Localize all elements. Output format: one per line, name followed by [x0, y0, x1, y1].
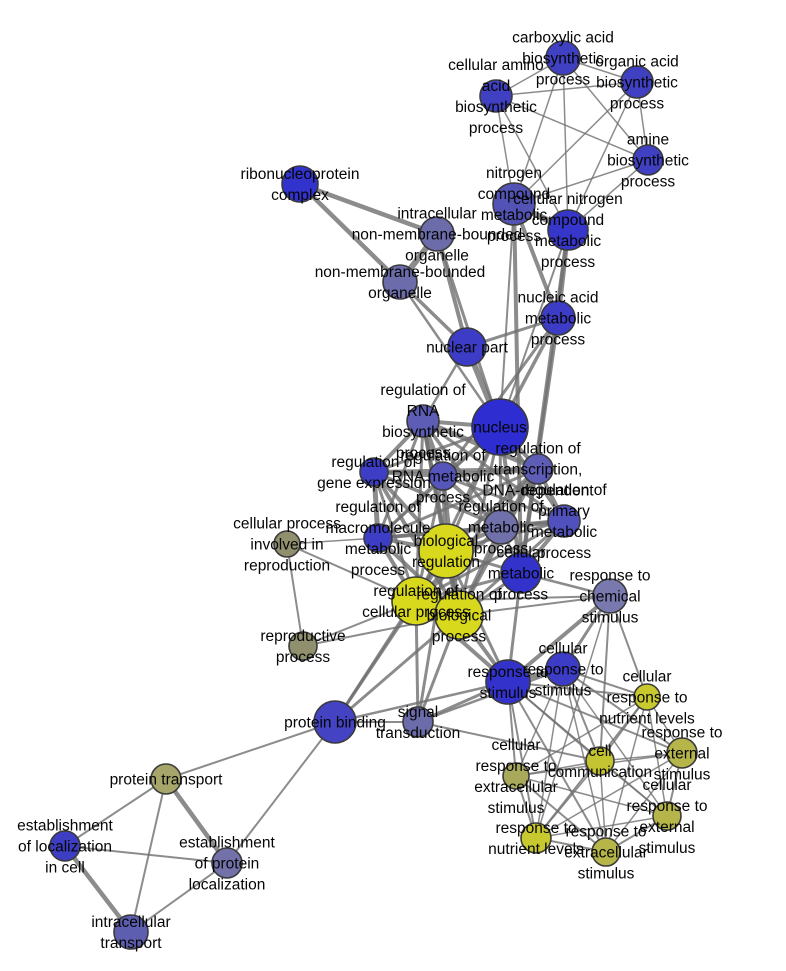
node-regbioproc[interactable] — [434, 590, 484, 640]
edge-carboxylic-nitrogen — [513, 57, 564, 205]
edge-cellrespnutr-respextra — [605, 696, 648, 853]
edge-regrnabio-regcellproc — [414, 419, 425, 603]
edge-ribo-intranmb — [297, 181, 440, 237]
edge-carboxylic-cellnitrogen — [562, 57, 569, 231]
node-sigtrans[interactable] — [402, 706, 434, 738]
node-cellrespstim[interactable] — [545, 651, 581, 687]
edge-amino-organic — [495, 81, 638, 97]
edge-regrnabio-regmacro — [376, 419, 425, 540]
node-bioreg[interactable] — [418, 523, 474, 579]
node-cellcomm[interactable] — [585, 746, 615, 776]
edge-reproinv-reproproc — [286, 543, 304, 647]
node-carboxylic[interactable] — [545, 40, 581, 76]
node-cellnitrogen[interactable] — [547, 209, 589, 251]
node-nucleus[interactable] — [471, 398, 529, 456]
node-nuclearpart[interactable] — [447, 327, 487, 367]
node-ribo[interactable] — [281, 165, 319, 203]
node-regrnabio[interactable] — [406, 404, 440, 438]
edge-cellcomm-respextra — [599, 760, 607, 853]
node-regmacro[interactable] — [363, 523, 393, 553]
edge-cellrespnutr-cellrespextra — [515, 696, 648, 777]
edge-nitrogen-cellmet — [512, 202, 523, 575]
edge-respextra-cellrespstim — [562, 668, 607, 853]
edge-ribo-nmb — [297, 181, 403, 285]
edge-respnutr-respchem — [535, 595, 611, 839]
edge-respext-respnutr — [535, 752, 683, 839]
node-intranmb[interactable] — [419, 216, 455, 252]
edge-cellnitrogen-cellmet — [519, 228, 570, 575]
node-respnutr[interactable] — [520, 822, 552, 854]
edge-cellcomm-sigtrans — [417, 721, 601, 762]
edge-amino-cellnitrogen — [495, 95, 569, 231]
edge-organic-nitrogen — [513, 81, 638, 205]
edge-regrnamet-regprimary — [441, 474, 566, 523]
node-amine[interactable] — [632, 144, 664, 176]
edge-protbind-prottrans — [165, 721, 336, 780]
node-respchem[interactable] — [592, 578, 628, 614]
node-regcellproc[interactable] — [391, 576, 441, 626]
edges-layer — [62, 57, 683, 935]
node-protbind[interactable] — [313, 700, 357, 744]
edge-reproinv-regmacro — [286, 537, 379, 545]
edge-prottrans-estprot — [163, 776, 230, 866]
edge-cellrespextra-cellrespstim — [515, 668, 564, 777]
edge-estloc-intratrans — [62, 843, 134, 935]
node-reproinv[interactable] — [273, 530, 301, 558]
edge-cellrespext-respstim — [507, 681, 668, 817]
node-prottrans[interactable] — [150, 763, 182, 795]
edge-cellrespextra-cellrespext — [515, 775, 668, 817]
node-respext[interactable] — [666, 737, 698, 769]
edge-reproproc-regbioproc — [302, 614, 460, 647]
edge-respext-respextra — [605, 752, 683, 853]
node-nmb[interactable] — [382, 264, 418, 300]
edge-protbind-respstim — [333, 680, 510, 724]
edge-nitrogen-nucleus — [499, 203, 515, 428]
edge-cellrespnutr-respchem — [609, 595, 648, 698]
edge-cellrespextra-respextra — [515, 775, 607, 853]
edge-cellnitrogen-nucleus — [499, 229, 569, 428]
node-regtrans[interactable] — [522, 453, 554, 485]
node-organic[interactable] — [620, 65, 654, 99]
edge-cellcomm-respnutr — [535, 760, 601, 839]
edge-estprot-intratrans — [130, 862, 228, 933]
node-reggene[interactable] — [359, 457, 389, 487]
edge-amino-amine — [495, 95, 649, 161]
edge-estloc-estprot — [64, 845, 228, 864]
edge-cellrespext-respnutr — [535, 815, 668, 839]
node-amino[interactable] — [479, 79, 513, 113]
node-reproproc[interactable] — [288, 631, 318, 661]
nodes-layer — [49, 40, 698, 950]
node-cellrespextra[interactable] — [502, 762, 530, 790]
edge-organic-cellnitrogen — [567, 81, 638, 231]
node-estprot[interactable] — [211, 847, 243, 879]
edge-protbind-estprot — [226, 721, 336, 864]
node-cellrespext[interactable] — [652, 801, 682, 831]
edge-regtrans-regrnamet — [440, 466, 541, 479]
node-regmet[interactable] — [483, 509, 519, 545]
edge-respchem-regbioproc — [458, 595, 611, 616]
edge-cellcomm-respchem — [599, 595, 611, 762]
node-cellmet[interactable] — [500, 552, 542, 594]
edge-regrnamet-regmacro — [376, 474, 445, 540]
edge-respext-respstim — [507, 681, 683, 754]
edge-carboxylic-amine — [562, 57, 649, 161]
node-intratrans[interactable] — [113, 914, 149, 950]
node-estloc[interactable] — [49, 830, 81, 862]
node-regprimary[interactable] — [547, 504, 581, 538]
node-cellrespnutr[interactable] — [633, 683, 661, 711]
edge-protbind-regbioproc — [333, 613, 461, 724]
edge-respextra-respstim — [507, 681, 607, 853]
node-nucleic[interactable] — [540, 300, 576, 336]
node-regrnamet[interactable] — [428, 461, 458, 491]
edge-respnutr-respstim — [507, 681, 537, 839]
edge-amine-nitrogen — [513, 159, 649, 205]
node-respextra[interactable] — [591, 837, 621, 867]
node-nitrogen[interactable] — [492, 182, 536, 226]
edge-prottrans-estloc — [64, 778, 167, 847]
node-respstim[interactable] — [485, 659, 531, 705]
